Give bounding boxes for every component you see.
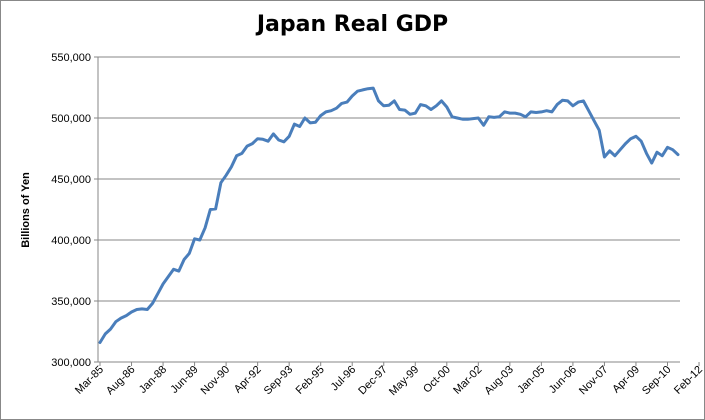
x-tick-label: May-99 <box>387 364 421 398</box>
x-tick-label: Sep-10 <box>640 364 674 398</box>
x-tick-label: Oct-00 <box>421 364 453 396</box>
series-group <box>98 86 680 344</box>
y-tick-label: 300,000 <box>51 357 91 369</box>
y-tick-label: 350,000 <box>51 296 91 308</box>
y-ticks: 300,000 350,000 400,000 450,000 500,000 550,0… <box>51 52 98 369</box>
x-tick-label: Jun-06 <box>547 364 579 396</box>
x-tick-label: Jun-89 <box>168 364 200 396</box>
x-tick-label: Nov-90 <box>199 364 233 398</box>
x-tick-label: Apr-92 <box>232 364 264 396</box>
axes <box>97 57 680 363</box>
x-tick-label: Nov-07 <box>577 364 611 398</box>
x-tick-label: Feb-95 <box>294 364 327 397</box>
chart-title: Japan Real GDP <box>256 12 449 37</box>
x-tick-label: Aug-03 <box>482 364 516 398</box>
gridlines <box>98 56 680 302</box>
x-tick-label: Sep-93 <box>262 364 296 398</box>
x-tick-label: Aug-86 <box>104 364 138 398</box>
y-tick-label: 400,000 <box>51 235 91 247</box>
series-line-gdp <box>98 86 680 344</box>
x-tick-label: Jan-88 <box>137 364 169 396</box>
x-tick-label: Jul-96 <box>329 364 359 394</box>
y-tick-label: 550,000 <box>51 52 91 64</box>
x-tick-label: Mar-02 <box>451 364 484 397</box>
y-tick-label: 450,000 <box>51 174 91 186</box>
x-tick-label: Apr-09 <box>610 364 642 396</box>
x-tick-label: Dec-97 <box>356 364 390 398</box>
x-tick-label: Jan-05 <box>515 364 547 396</box>
x-tick-label: Feb-12 <box>672 364 705 397</box>
y-tick-label: 500,000 <box>51 113 91 125</box>
